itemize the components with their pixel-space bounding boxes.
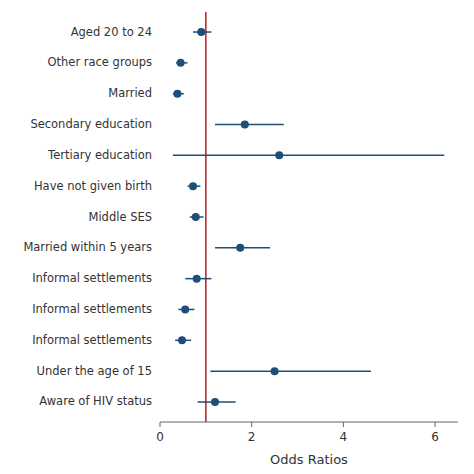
reference-line <box>205 12 207 422</box>
odds-ratio-point <box>178 336 186 344</box>
odds-ratio-point <box>193 275 201 283</box>
y-axis: Aged 20 to 24 Other race groups Married Sec… <box>23 25 152 409</box>
odds-ratio-point <box>197 28 205 36</box>
odds-ratio-point <box>177 59 185 67</box>
x-tick <box>251 422 252 427</box>
y-tick-label: Married within 5 years <box>23 240 152 254</box>
forest-plot: 0 2 4 6 Odds Ratios Aged 20 to 24 Other race g… <box>0 0 474 474</box>
odds-ratio-point <box>275 151 283 159</box>
y-tick-label: Informal settlements <box>32 302 152 316</box>
x-axis: 0 2 4 6 <box>156 422 458 444</box>
chart-container: 0 2 4 6 Odds Ratios Aged 20 to 24 Other race g… <box>0 0 474 474</box>
odds-ratio-point <box>236 244 244 252</box>
x-tick <box>343 422 344 427</box>
x-axis-label: Odds Ratios <box>270 452 348 467</box>
x-tick <box>160 422 161 427</box>
x-tick-label: 2 <box>248 430 256 444</box>
odds-ratio-point <box>189 182 197 190</box>
x-tick-label: 6 <box>431 430 439 444</box>
y-tick-label: Secondary education <box>30 117 152 131</box>
y-tick-label: Have not given birth <box>34 179 152 193</box>
y-tick-label: Tertiary education <box>47 148 152 162</box>
y-tick-label: Other race groups <box>47 55 152 69</box>
x-tick-label: 0 <box>156 430 164 444</box>
odds-ratio-point <box>211 398 219 406</box>
y-tick-label: Informal settlements <box>32 333 152 347</box>
y-tick-label: Aware of HIV status <box>39 394 152 408</box>
odds-ratio-point <box>173 90 181 98</box>
plot-area <box>173 12 444 422</box>
odds-ratio-point <box>241 121 249 129</box>
y-tick-label: Under the age of 15 <box>37 364 152 378</box>
odds-ratio-point <box>192 213 200 221</box>
odds-ratio-point <box>181 305 189 313</box>
x-tick <box>435 422 436 427</box>
y-tick-label: Aged 20 to 24 <box>71 25 152 39</box>
x-axis-line <box>160 422 458 423</box>
y-tick-label: Married <box>108 86 152 100</box>
confidence-interval <box>215 124 284 126</box>
y-tick-label: Informal settlements <box>32 271 152 285</box>
odds-ratio-point <box>271 367 279 375</box>
x-tick-label: 4 <box>340 430 348 444</box>
confidence-interval <box>173 155 444 157</box>
y-tick-label: Middle SES <box>88 210 152 224</box>
confidence-interval <box>210 370 370 372</box>
